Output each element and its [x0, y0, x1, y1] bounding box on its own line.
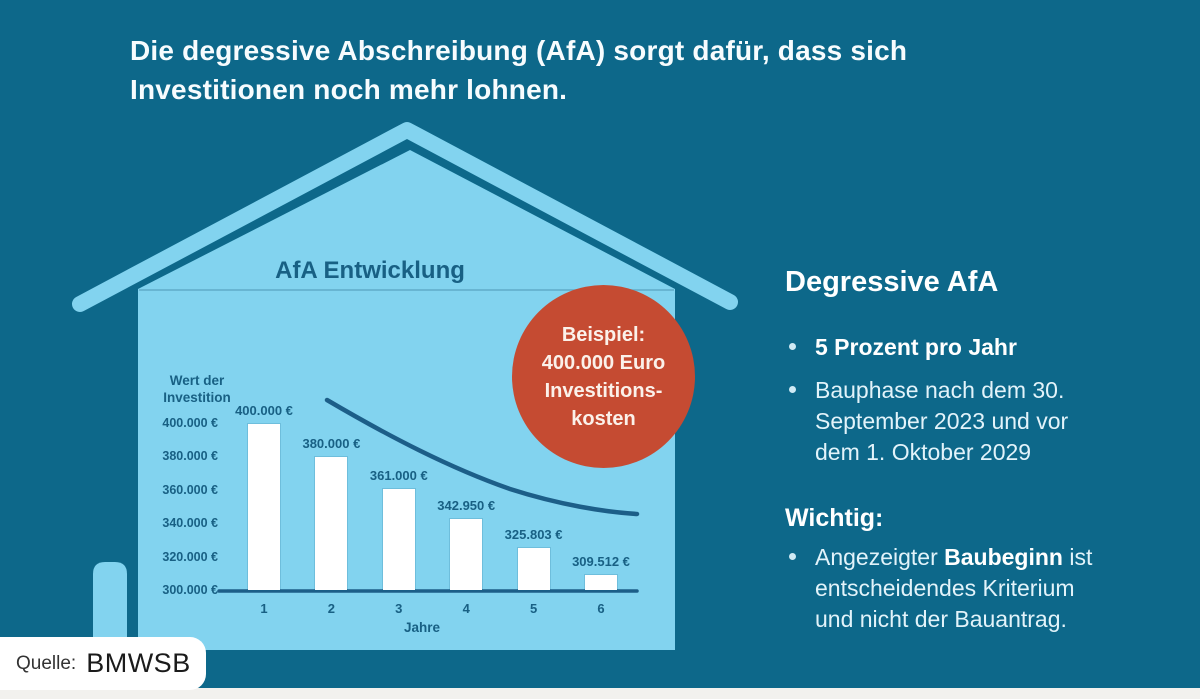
- page-title-line1: Die degressive Abschreibung (AfA) sorgt …: [130, 35, 908, 66]
- bullet-line: und nicht der Bauantrag.: [815, 606, 1067, 632]
- bullet-line: September 2023 und vor: [815, 408, 1069, 434]
- x-tick-label: 1: [260, 601, 268, 616]
- x-tick-label: 4: [462, 601, 470, 616]
- bullet-text: Bauphase nach dem 30. September 2023 und…: [815, 375, 1068, 468]
- badge-line: kosten: [571, 407, 636, 430]
- bar-value-label: 309.512 €: [572, 554, 630, 570]
- bullet-line: Angezeigter Baubeginn ist: [815, 544, 1093, 570]
- info-subheading: Wichtig:: [785, 504, 884, 532]
- x-tick-label: 2: [327, 601, 335, 616]
- y-tick-label: 300.000 €: [162, 583, 218, 597]
- bullet-line: dem 1. Oktober 2029: [815, 439, 1032, 465]
- bullet-text: Angezeigter Baubeginn ist entscheidendes…: [815, 542, 1092, 635]
- bar-year-1: [248, 424, 280, 590]
- badge-line: Beispiel:: [561, 323, 646, 346]
- page-title: Die degressive Abschreibung (AfA) sorgt …: [130, 31, 907, 109]
- source-name: BMWSB: [86, 648, 191, 678]
- x-tick-label: 6: [597, 601, 605, 616]
- bullet-dot: [789, 553, 796, 560]
- badge-line: Investitions-: [544, 379, 663, 402]
- bar-value-label: 342.950 €: [437, 498, 496, 514]
- bullet-text: 5 Prozent pro Jahr: [815, 334, 1017, 360]
- example-badge: Beispiel: 400.000 Euro Investitions- kos…: [512, 285, 695, 468]
- x-tick-label: 5: [529, 601, 538, 616]
- y-tick-label: 360.000 €: [162, 482, 218, 497]
- house-chimney: [93, 562, 127, 648]
- bar-value-label: 380.000 €: [302, 436, 361, 452]
- bullet-item: Bauphase nach dem 30. September 2023 und…: [785, 375, 1155, 468]
- bar-value-label: 400.000 €: [235, 403, 293, 418]
- trend-curve: [324, 397, 640, 517]
- bar-value-label: 361.000 €: [369, 468, 428, 484]
- chart-y-axis-label: Wert der Investition: [163, 373, 231, 405]
- y-tick-label: 320.000 €: [162, 549, 218, 564]
- bullet-dot: [789, 386, 796, 393]
- bullet-line: Bauphase nach dem 30.: [815, 377, 1065, 403]
- chart-title: AfA Entwicklung: [275, 257, 465, 284]
- bar-year-3: [382, 489, 415, 590]
- bar-year-6: [585, 575, 617, 590]
- bullet-item: 5 Prozent pro Jahr: [785, 332, 1155, 363]
- x-tick-label: 3: [395, 601, 403, 616]
- info-panel: Degressive AfA 5 Prozent pro Jahr Baupha…: [785, 266, 1155, 647]
- bullet-item: Angezeigter Baubeginn ist entscheidendes…: [785, 542, 1155, 635]
- bar-year-2: [315, 457, 348, 590]
- bullet-line: entscheidendes Kriterium: [815, 575, 1075, 601]
- y-tick-label: 340.000 €: [162, 516, 218, 531]
- badge-line: 400.000 Euro: [541, 351, 666, 374]
- bullet-dot: [789, 343, 796, 350]
- source-box: Quelle: BMWSB: [0, 637, 206, 690]
- y-tick-label: 400.000 €: [162, 416, 218, 430]
- y-tick-label: 380.000 €: [162, 449, 218, 464]
- bottom-strip: [0, 688, 1200, 699]
- source-prefix: Quelle:: [16, 652, 77, 674]
- bar-value-label: 325.803 €: [504, 526, 563, 542]
- house-roof: [72, 122, 738, 312]
- page-title-line2: Investitionen noch mehr lohnen.: [130, 74, 568, 105]
- bar-year-5: [517, 547, 550, 590]
- info-heading: Degressive AfA: [785, 266, 999, 298]
- bar-year-4: [450, 519, 483, 590]
- chart-x-axis-label: Jahre: [403, 620, 441, 635]
